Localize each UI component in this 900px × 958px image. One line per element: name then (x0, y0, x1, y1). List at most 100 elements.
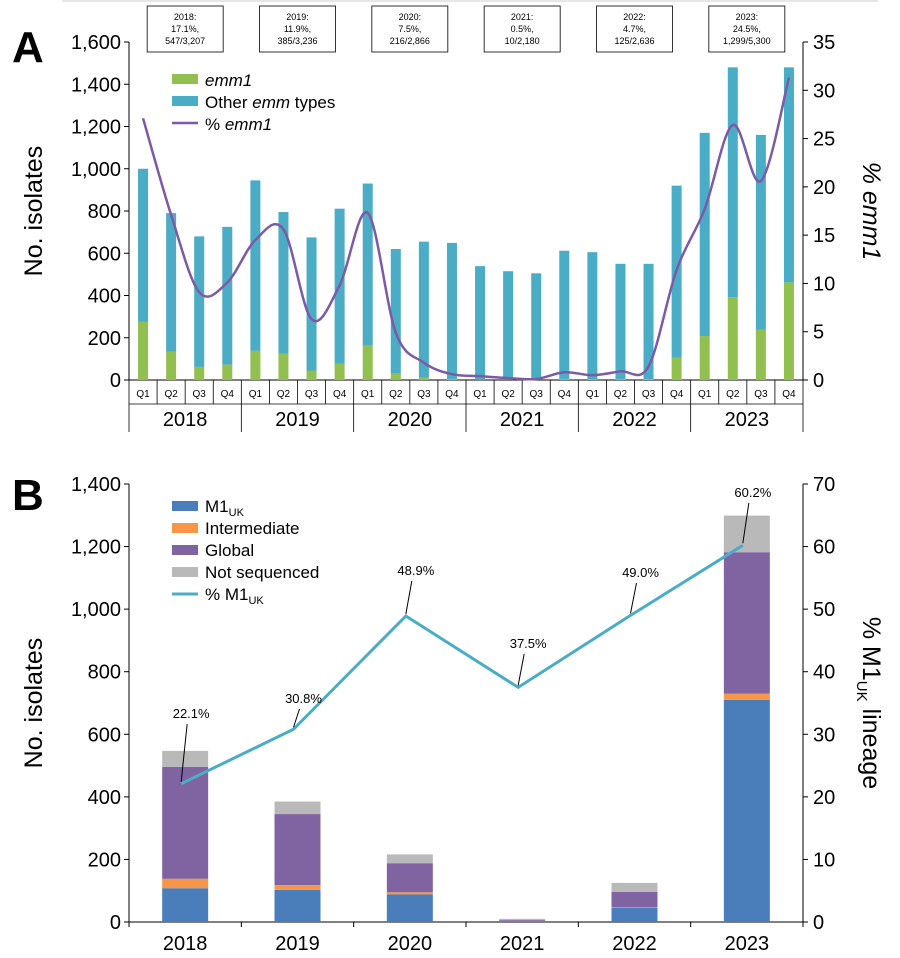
data-label: 48.9% (397, 563, 434, 578)
y2-tick-label: 20 (813, 177, 835, 199)
bar-not-sequenced (274, 801, 321, 815)
quarter-label: Q4 (558, 389, 572, 400)
year-summary-year: 2018: (174, 12, 197, 22)
legend-swatch (172, 545, 198, 555)
legend-swatch-other-emm (172, 96, 198, 106)
bar-emm1 (783, 282, 794, 380)
bar-not-sequenced (611, 882, 658, 892)
legend-label-intermediate: Intermediate (205, 519, 300, 538)
legend-label-global: Global (205, 541, 254, 560)
bar-intermediate (274, 885, 321, 890)
bar-emm1 (559, 378, 570, 380)
bar-intermediate (723, 693, 770, 700)
bar-m1uk (499, 921, 546, 922)
bar-other-emm (138, 168, 149, 322)
panel-b-letter: B (12, 471, 44, 520)
bar-emm1 (334, 363, 345, 380)
y2-tick-label: 5 (813, 322, 824, 344)
y-tick-label: 0 (110, 912, 121, 934)
year-summary-ratio: 216/2,866 (390, 36, 430, 46)
year-summary-ratio: 125/2,636 (614, 36, 654, 46)
bar-m1uk (611, 907, 658, 922)
y2-tick-label: 10 (813, 273, 835, 295)
bar-other-emm (166, 213, 177, 352)
bar-other-emm (559, 250, 570, 379)
bar-m1uk (274, 889, 321, 922)
y-tick-label: 1,400 (71, 474, 121, 496)
bar-other-emm (503, 271, 514, 380)
year-summary-percent: 7.5%, (398, 24, 421, 34)
legend-label-pct-emm1: % emm1 (205, 115, 272, 134)
year-summary-box: 2023: 24.5%, 1,299/5,300 (708, 5, 786, 53)
bar-global (723, 552, 770, 694)
quarter-label: Q3 (193, 389, 207, 400)
year-label: 2018 (163, 409, 208, 431)
y-tick-label: 1,600 (71, 32, 121, 54)
y-axis-label: No. isolates (20, 146, 48, 277)
y-tick-label: 400 (88, 787, 121, 809)
y2-tick-label: 35 (813, 32, 835, 54)
year-summary-box: 2022: 4.7%, 125/2,636 (596, 5, 673, 53)
y-tick-label: 800 (88, 201, 121, 223)
quarter-label: Q4 (782, 389, 796, 400)
legend-label-pct-m1uk: % M1UK (205, 585, 264, 607)
year-summary-frame (371, 5, 449, 53)
bar-not-sequenced (723, 515, 770, 553)
bar-other-emm (783, 67, 794, 283)
panel-a-chart: A 2018: 17.1%, 547/3,207 2019: 11.9%, 385/3,23… (12, 5, 885, 432)
data-label: 60.2% (734, 485, 771, 500)
bar-other-emm (755, 134, 766, 330)
bar-other-emm (531, 273, 542, 380)
bar-other-emm (699, 132, 710, 337)
bar-other-emm (643, 263, 654, 380)
y-tick-label: 1,200 (71, 537, 121, 559)
year-summary-ratio: 547/3,207 (165, 36, 205, 46)
year-summary-percent: 0.5%, (511, 24, 534, 34)
year-summary-percent: 4.7%, (623, 24, 646, 34)
year-label: 2023 (725, 409, 770, 431)
y2-tick-label: 20 (813, 787, 835, 809)
y2-tick-label: 30 (813, 724, 835, 746)
bar-intermediate (611, 906, 658, 908)
y-tick-label: 1,200 (71, 117, 121, 139)
quarter-label: Q3 (417, 389, 431, 400)
quarter-label: Q2 (726, 389, 740, 400)
bar-other-emm (727, 67, 738, 298)
bar-emm1 (278, 353, 289, 380)
data-label: 37.5% (510, 636, 547, 651)
bar-m1uk (386, 894, 433, 922)
year-summary-year: 2019: (286, 12, 309, 22)
bar-other-emm (194, 236, 205, 367)
bar-emm1 (306, 370, 317, 380)
quarter-label: Q1 (473, 389, 487, 400)
year-summary-frame (259, 5, 336, 53)
quarter-label: Q4 (445, 389, 459, 400)
bar-emm1 (138, 321, 149, 380)
quarter-label: Q1 (361, 389, 375, 400)
panel-b-chart: B 0 200 400 600 800 1,000 1,200 1,400 0 10 20 30 40 50… (12, 471, 885, 955)
data-label-leader (293, 708, 300, 728)
y2-tick-label: 10 (813, 849, 835, 871)
y-tick-label: 1,000 (71, 159, 121, 181)
bar-intermediate (386, 892, 433, 895)
data-label: 30.8% (285, 691, 322, 706)
x-tick-label: 2021 (500, 933, 545, 955)
y-tick-label: 200 (88, 328, 121, 350)
y-tick-label: 600 (88, 243, 121, 265)
bar-not-sequenced (386, 854, 433, 864)
quarter-label: Q3 (530, 389, 544, 400)
bar-m1uk (162, 888, 209, 922)
y-tick-label: 600 (88, 724, 121, 746)
bar-other-emm (615, 263, 626, 380)
quarter-label: Q2 (501, 389, 515, 400)
quarter-label: Q2 (389, 389, 403, 400)
quarter-label: Q4 (670, 389, 684, 400)
data-label-leader (742, 502, 750, 544)
bar-other-emm (446, 242, 457, 380)
quarter-label: Q3 (754, 389, 768, 400)
year-label: 2021 (500, 409, 545, 431)
year-summary-ratio: 10/2,180 (505, 36, 540, 46)
legend-swatch (172, 567, 198, 577)
quarter-label: Q2 (614, 389, 628, 400)
